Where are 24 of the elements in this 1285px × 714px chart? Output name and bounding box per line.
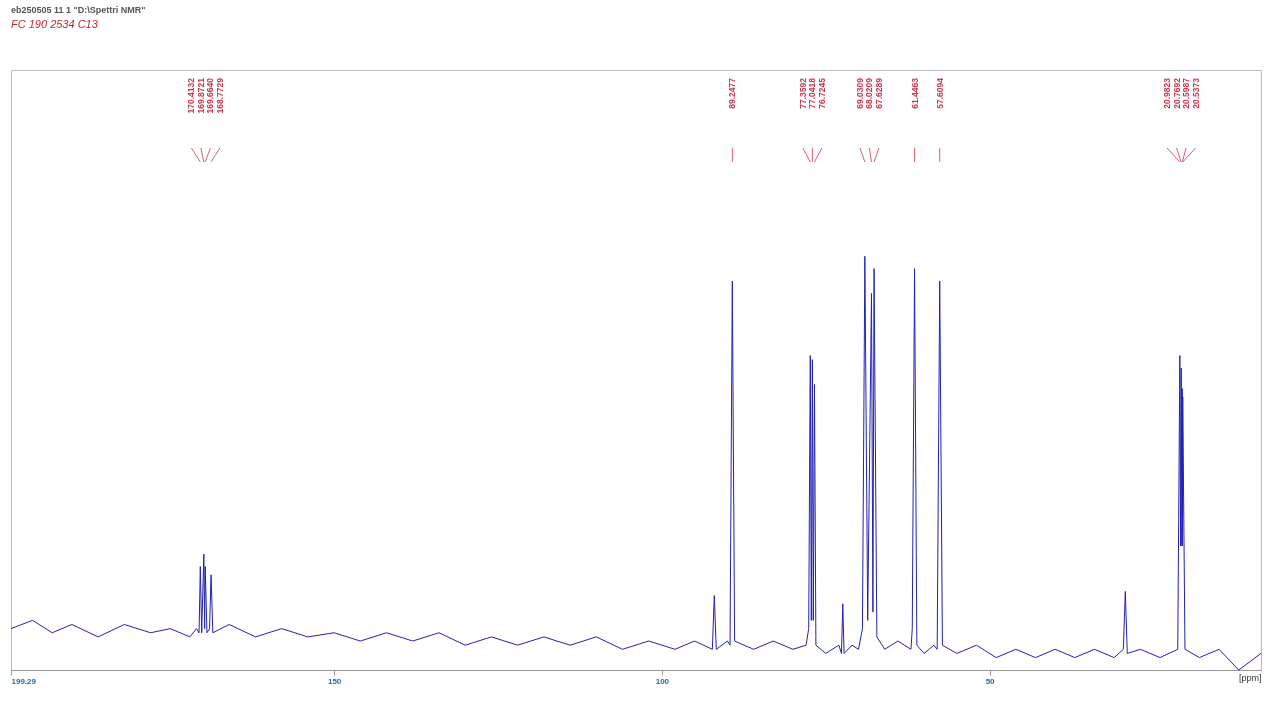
text: 20.5987: [1181, 77, 1192, 109]
text: 89.2477: [727, 77, 738, 109]
text: 168.7729: [214, 77, 225, 114]
text: 77.0418: [807, 77, 818, 109]
x-tick-label: 199.29: [11, 676, 37, 686]
x-tick-label: 100: [655, 676, 670, 686]
chart-title: eb250505 11 1 "D:\Spettri NMR": [11, 5, 146, 15]
x-axis-title: [ppm]: [1238, 672, 1262, 683]
text: 77.3592: [797, 77, 808, 109]
text: 169.8721: [195, 77, 206, 114]
text: 69.0309: [854, 77, 865, 109]
text: 67.6289: [873, 77, 884, 109]
text: 20.9823: [1162, 77, 1173, 109]
text: 61.4463: [909, 77, 920, 109]
chart-subtitle: FC 190 2534 C13: [11, 18, 99, 30]
x-tick-label: 150: [327, 676, 342, 686]
text: 76.7245: [816, 77, 827, 109]
x-tick-label: 50: [985, 676, 996, 686]
text: 170.4132: [186, 77, 197, 114]
text: 57.6094: [934, 77, 945, 109]
text: 20.5373: [1190, 77, 1201, 109]
text: 169.6640: [205, 77, 216, 114]
text: 68.0209: [864, 77, 875, 109]
text: 20.7692: [1171, 77, 1182, 109]
